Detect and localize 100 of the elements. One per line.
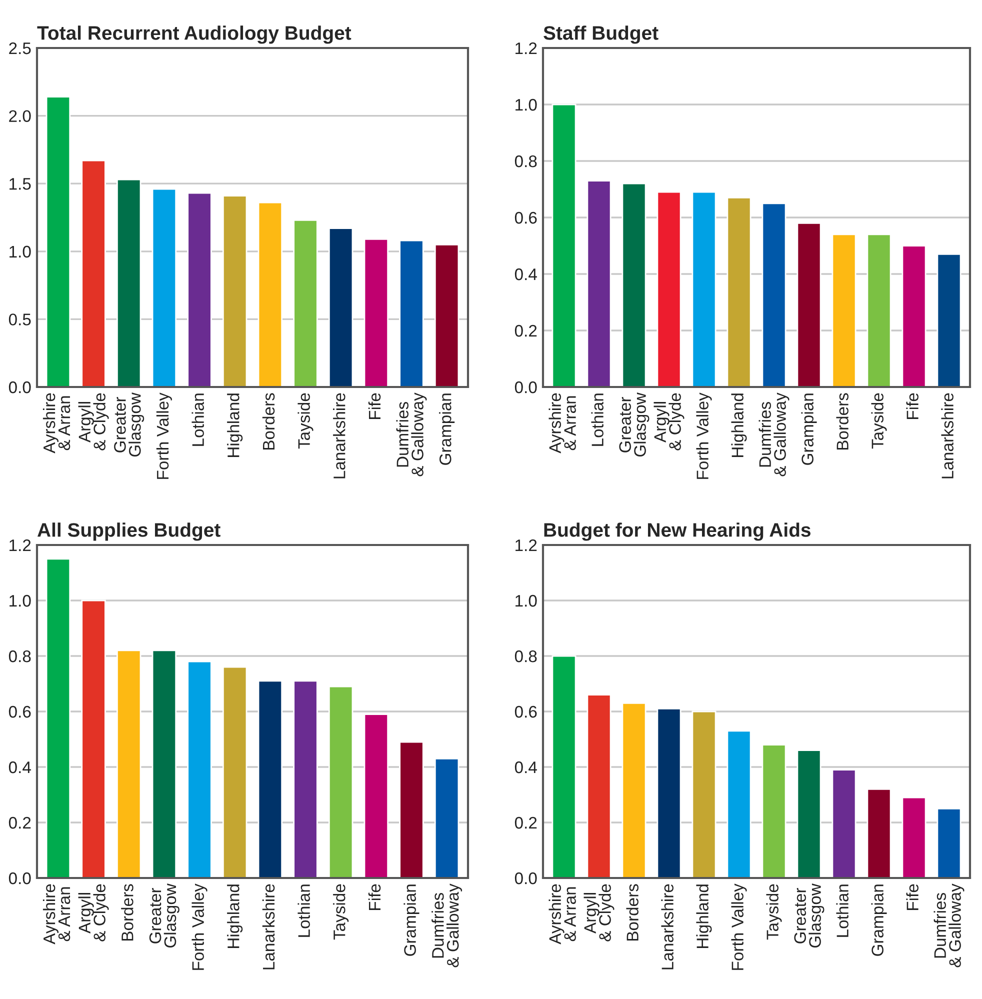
x-tick-label: Lothian	[591, 394, 604, 446]
x-tick-label: Argyll & Clyde	[654, 393, 684, 450]
y-tick-label: 0.2	[8, 816, 31, 829]
bar	[258, 202, 283, 387]
x-tick-label: Lothian	[298, 884, 310, 937]
bar	[364, 238, 388, 387]
chart-title: All Supplies Budget	[37, 522, 220, 541]
bar	[116, 650, 142, 878]
x-tick-label: Grampian	[439, 394, 455, 465]
bar	[656, 191, 682, 387]
bar	[258, 680, 283, 878]
bar	[434, 244, 460, 387]
bar	[936, 808, 962, 878]
y-tick-label: 0.5	[8, 314, 31, 326]
x-tick-label: Grampian	[404, 884, 420, 956]
bar	[328, 228, 354, 387]
y-tick-label: 0.6	[514, 212, 537, 224]
bar	[936, 254, 962, 387]
x-tick-label: Fife	[906, 884, 918, 910]
y-tick-label: 0.2	[514, 816, 537, 829]
bar	[762, 202, 786, 387]
x-tick-label: Argyll & Clyde	[584, 884, 614, 942]
x-tick-label: Forth Valley	[731, 884, 747, 970]
x-tick-label: Dumfries & Galloway	[934, 884, 964, 968]
x-tick-label: Lothian	[836, 884, 848, 937]
x-tick-label: Borders	[121, 884, 134, 941]
bar	[902, 245, 926, 387]
x-tick-label: Greater Glasgow	[149, 884, 180, 948]
y-tick-label: 0.0	[514, 381, 537, 394]
x-tick-label: Tayside	[298, 393, 314, 449]
bar	[832, 769, 856, 878]
bar	[692, 710, 716, 878]
x-tick-label: Highland	[731, 394, 747, 457]
x-tick-label: Tayside	[766, 884, 782, 940]
bar	[152, 188, 177, 387]
x-tick-label: Lanarkshire	[333, 393, 346, 478]
x-tick-label: Argyll & Clyde	[78, 884, 109, 942]
y-tick-label: 0.6	[514, 706, 537, 718]
bar	[586, 694, 612, 878]
x-tick-label: Greater Glasgow	[794, 884, 824, 948]
y-tick-label: 0.0	[8, 381, 31, 394]
bar	[552, 655, 576, 878]
x-tick-label: Lothian	[192, 394, 204, 446]
bar	[222, 666, 248, 878]
x-tick-label: Borders	[836, 393, 848, 450]
y-tick-label: 2.0	[9, 110, 31, 122]
y-tick-label: 0.0	[8, 872, 31, 884]
y-tick-label: 1.0	[516, 594, 537, 607]
x-tick-label: Greater Glasgow	[114, 392, 144, 457]
x-tick-label: Borders	[262, 393, 275, 450]
x-tick-label: Fife	[906, 393, 918, 419]
y-tick-label: 0.2	[514, 324, 537, 337]
x-tick-label: Dumfries & Galloway	[432, 884, 462, 968]
bar	[832, 234, 856, 387]
y-tick-label: 0.4	[8, 761, 31, 774]
bar	[796, 222, 822, 387]
bar	[187, 660, 212, 878]
x-tick-label: Lanarkshire	[941, 393, 954, 478]
bar	[726, 197, 752, 387]
bar	[762, 744, 786, 878]
bar	[399, 240, 424, 387]
chart-title: Budget for New Hearing Aids	[544, 522, 810, 541]
bar	[692, 191, 716, 387]
bar	[902, 796, 926, 878]
x-tick-label: Fife	[368, 884, 381, 910]
y-tick-label: 0.4	[514, 268, 537, 280]
y-tick-label: 1.0	[516, 98, 537, 111]
x-tick-label: Highland	[227, 884, 243, 948]
x-tick-label: Forth Valley	[192, 884, 208, 970]
y-tick-label: 0.8	[514, 650, 537, 662]
y-tick-label: 1.5	[10, 178, 31, 190]
x-tick-label: Tayside	[333, 884, 349, 940]
bar	[187, 192, 212, 387]
x-tick-label: Lanarkshire	[262, 884, 275, 970]
bar	[152, 650, 177, 878]
bar	[656, 708, 682, 878]
bar	[866, 234, 892, 387]
x-tick-label: Highland	[696, 884, 712, 948]
bar	[866, 788, 892, 878]
y-tick-label: 1.0	[10, 246, 31, 258]
y-tick-label: 1.2	[516, 539, 537, 552]
y-tick-label: 2.5	[9, 42, 31, 54]
x-tick-label: Grampian	[801, 394, 817, 465]
x-tick-label: Dumfries & Galloway	[396, 392, 427, 476]
bar	[222, 195, 248, 387]
x-tick-label: Lanarkshire	[661, 884, 674, 970]
x-tick-label: Tayside	[871, 393, 887, 449]
x-tick-label: Ayrshire & Arran	[42, 393, 70, 454]
x-tick-label: Highland	[227, 394, 243, 457]
x-tick-label: Ayrshire & Arran	[42, 884, 70, 944]
bar	[293, 220, 318, 387]
chart-title: Total Recurrent Audiology Budget	[37, 26, 352, 44]
bar	[116, 178, 142, 387]
bar	[586, 180, 612, 387]
bar	[328, 686, 354, 878]
bar	[622, 702, 646, 878]
y-tick-label: 0.0	[514, 872, 537, 884]
y-tick-label: 0.4	[514, 761, 537, 774]
x-tick-label: Forth Valley	[696, 392, 712, 479]
bar	[399, 741, 424, 878]
